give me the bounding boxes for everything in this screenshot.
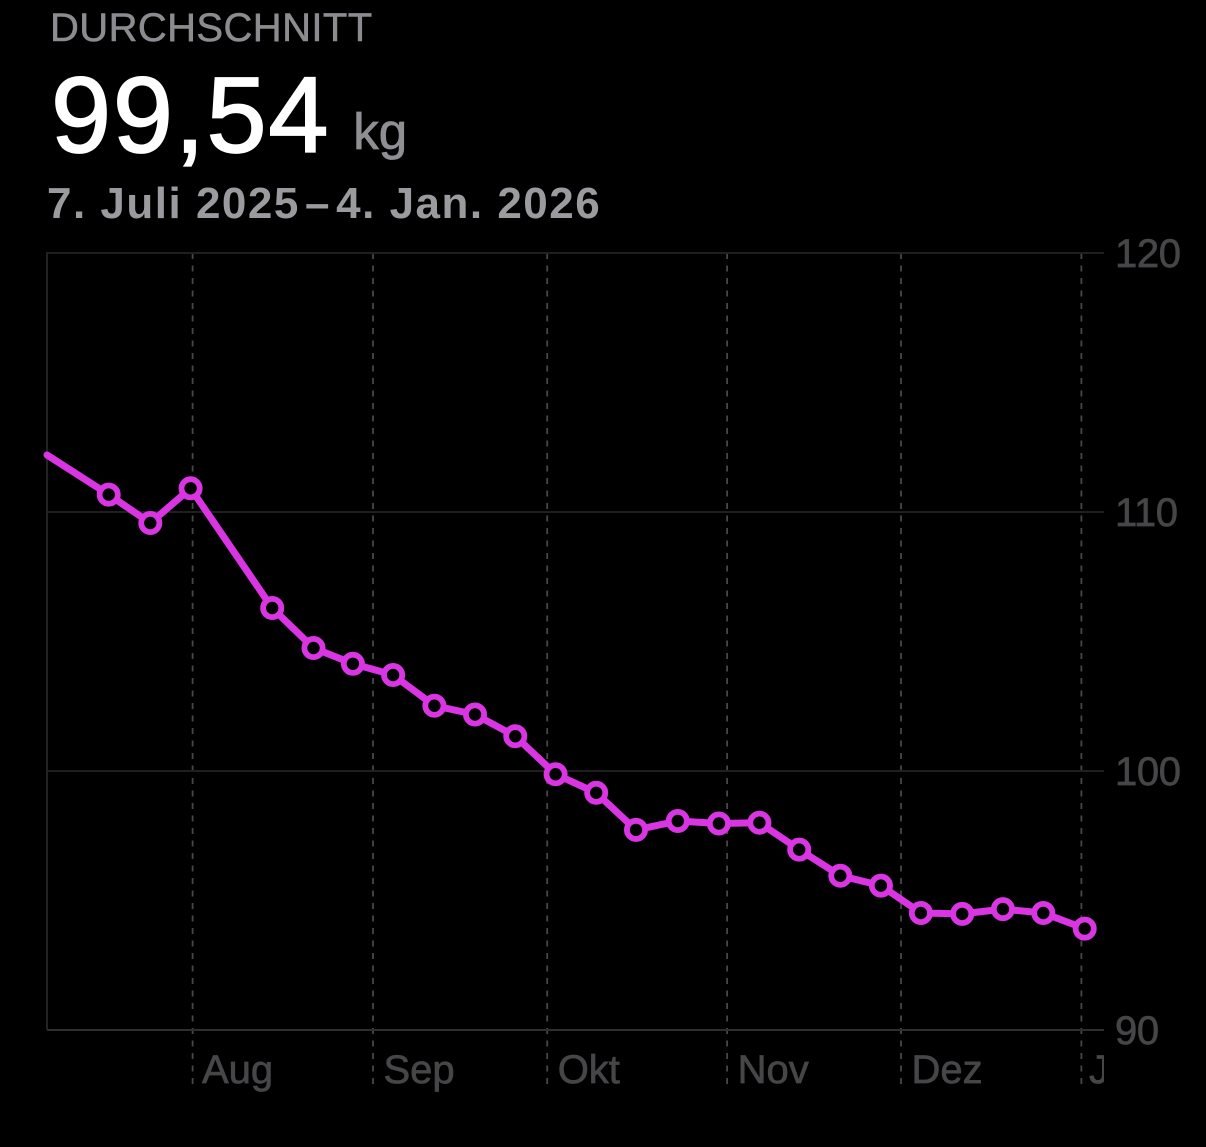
svg-text:110: 110 [1115, 491, 1178, 535]
svg-text:90: 90 [1115, 1009, 1159, 1053]
svg-text:Nov: Nov [738, 1048, 809, 1092]
svg-text:Jan: Jan [1089, 1048, 1154, 1092]
svg-text:Okt: Okt [558, 1048, 620, 1092]
svg-text:Aug: Aug [202, 1048, 273, 1092]
svg-text:Dez: Dez [912, 1048, 983, 1092]
svg-text:Sep: Sep [384, 1048, 455, 1092]
svg-text:120: 120 [1115, 232, 1181, 276]
svg-text:100: 100 [1115, 750, 1181, 794]
